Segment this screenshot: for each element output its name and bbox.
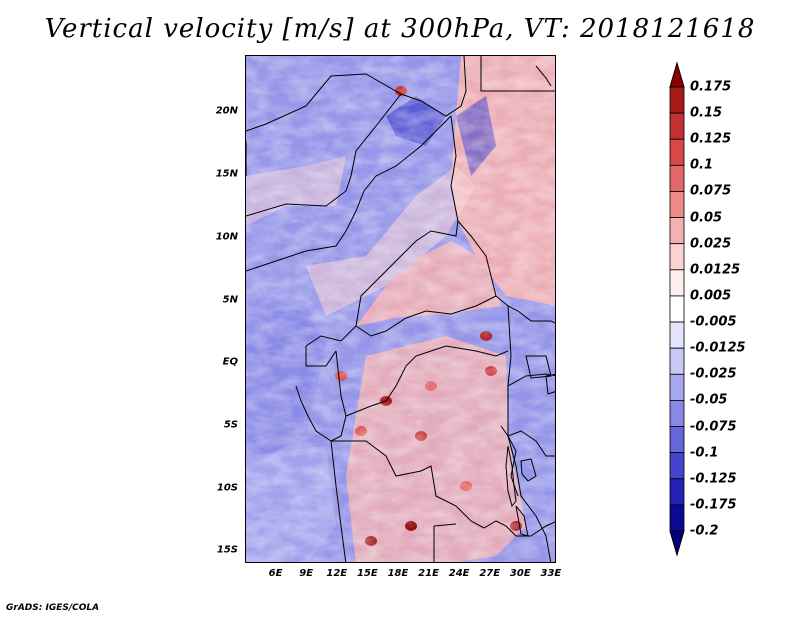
- velocity-field: [246, 56, 555, 562]
- colorbar-tick-label: 0.1: [690, 157, 714, 173]
- lon-tick-label: 18E: [387, 568, 409, 579]
- lon-tick-label: 6E: [268, 568, 283, 579]
- colorbar-box: [669, 400, 685, 427]
- lat-tick-label: 15S: [216, 544, 238, 556]
- streaks-texture: [246, 56, 555, 562]
- chart-title: Vertical velocity [m/s] at 300hPa, VT: 2…: [44, 14, 756, 44]
- colorbar-box: [669, 347, 685, 375]
- lat-tick-label: 5S: [223, 419, 238, 431]
- colorbar-box: [669, 295, 685, 323]
- colorbar-tick-label: -0.0125: [690, 340, 746, 356]
- colorbar-box: [669, 191, 685, 218]
- country-borders: [246, 56, 555, 562]
- colorbar-tick-label: 0.005: [690, 288, 732, 304]
- lon-tick-label: 30E: [509, 568, 531, 579]
- colorbar-box: [669, 86, 685, 114]
- lat-tick-label: 5N: [222, 294, 238, 306]
- colorbar-tick-label: -0.175: [690, 497, 737, 513]
- colorbar-tick-label: -0.125: [690, 471, 737, 487]
- colorbar-max-arrow: [669, 61, 685, 88]
- map-panel: [245, 55, 556, 563]
- colorbar-box: [669, 321, 685, 349]
- colorbar-box: [669, 112, 685, 140]
- colorbar-tick-label: 0.05: [690, 210, 723, 226]
- colorbar-tick-label: 0.125: [690, 131, 732, 147]
- colorbar-tick-label: -0.05: [690, 392, 728, 408]
- colorbar-box: [669, 478, 685, 506]
- lakes: [505, 355, 555, 537]
- colorbar-tick-label: 0.0125: [690, 262, 741, 278]
- colorbar-tick-label: -0.2: [690, 523, 719, 539]
- lon-tick-label: 33E: [540, 568, 562, 579]
- colorbar-tick-label: -0.075: [690, 419, 737, 435]
- lon-tick-label: 9E: [299, 568, 314, 579]
- colorbar-tick-label: 0.15: [690, 105, 723, 121]
- colorbar-box: [669, 138, 685, 166]
- colorbar-box: [669, 373, 685, 401]
- colorbar-box: [669, 243, 685, 271]
- lon-tick-label: 27E: [479, 568, 501, 579]
- colorbar-box: [669, 452, 685, 480]
- colorbar-tick-label: 0.175: [690, 79, 732, 95]
- lon-tick-label: 21E: [418, 568, 439, 579]
- lat-tick-label: 20N: [215, 105, 238, 117]
- colorbar-tick-label: -0.025: [690, 366, 737, 382]
- lat-tick-label: 10N: [215, 231, 238, 243]
- colorbar-tick-label: 0.025: [690, 236, 732, 252]
- colorbar-min-arrow: [669, 530, 685, 557]
- footer-credit: GrADS: IGES/COLA: [6, 603, 100, 613]
- lon-tick-label: 15E: [356, 568, 378, 579]
- colorbar-box: [669, 426, 685, 454]
- lon-tick-label: 24E: [448, 568, 470, 579]
- colorbar-tick-label: -0.1: [690, 445, 719, 461]
- colorbar-box: [669, 164, 685, 192]
- lon-tick-label: 12E: [326, 568, 348, 579]
- lat-tick-label: 15N: [215, 168, 238, 180]
- lat-tick-label: 10S: [216, 482, 238, 494]
- lat-tick-label: EQ: [222, 356, 238, 368]
- colorbar-box: [669, 217, 685, 245]
- colorbar-box: [669, 504, 685, 532]
- colorbar-tick-label: -0.005: [690, 314, 737, 330]
- colorbar-tick-label: 0.075: [690, 183, 732, 199]
- colorbar-box: [669, 269, 685, 297]
